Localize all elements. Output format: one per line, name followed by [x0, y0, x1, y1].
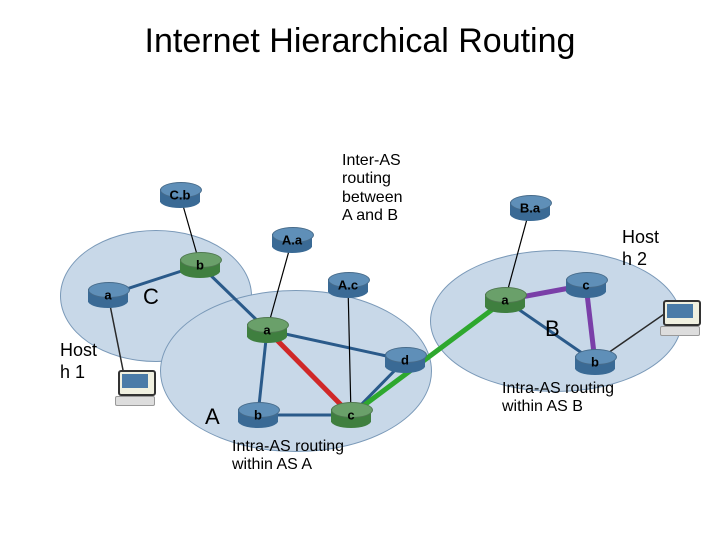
annotation-intra_b: Intra-AS routingwithin AS B	[502, 380, 614, 417]
router-label-a_a_node: a	[263, 323, 270, 338]
as-label-A: A	[205, 404, 220, 430]
host-label-h1: Hosth 1	[60, 340, 97, 383]
router-a_ac_label: A.c	[328, 272, 368, 298]
router-label-a_ac_label: A.c	[338, 278, 358, 293]
router-a_b: b	[238, 402, 278, 428]
router-b_b: b	[575, 349, 615, 375]
router-label-c_cb_label: C.b	[170, 188, 191, 203]
host-label-h2: Hosth 2	[622, 227, 659, 270]
router-label-a_b: b	[254, 408, 262, 423]
router-b_ba_label: B.a	[510, 195, 550, 221]
router-c_b: b	[180, 252, 220, 278]
router-c_a: a	[88, 282, 128, 308]
router-label-a_d: d	[401, 353, 409, 368]
router-b_c: c	[566, 272, 606, 298]
router-a_aa_label: A.a	[272, 227, 312, 253]
router-label-a_c_node: c	[347, 408, 354, 423]
router-b_a: a	[485, 287, 525, 313]
router-label-a_aa_label: A.a	[282, 233, 302, 248]
as-label-C: C	[143, 284, 159, 310]
router-label-b_c: c	[582, 278, 589, 293]
router-label-c_b: b	[196, 258, 204, 273]
page-title: Internet Hierarchical Routing	[145, 22, 576, 61]
router-label-b_ba_label: B.a	[520, 201, 540, 216]
host-h2	[660, 300, 700, 336]
annotation-intra_a: Intra-AS routingwithin AS A	[232, 438, 344, 475]
host-h1	[115, 370, 155, 406]
router-c_cb_label: C.b	[160, 182, 200, 208]
router-a_c_node: c	[331, 402, 371, 428]
as-label-B: B	[545, 316, 560, 342]
router-a_a_node: a	[247, 317, 287, 343]
router-label-b_b: b	[591, 355, 599, 370]
router-a_d: d	[385, 347, 425, 373]
router-label-c_a: a	[104, 288, 111, 303]
annotation-inter_as: Inter-ASroutingbetweenA and B	[342, 152, 403, 226]
router-label-b_a: a	[501, 293, 508, 308]
